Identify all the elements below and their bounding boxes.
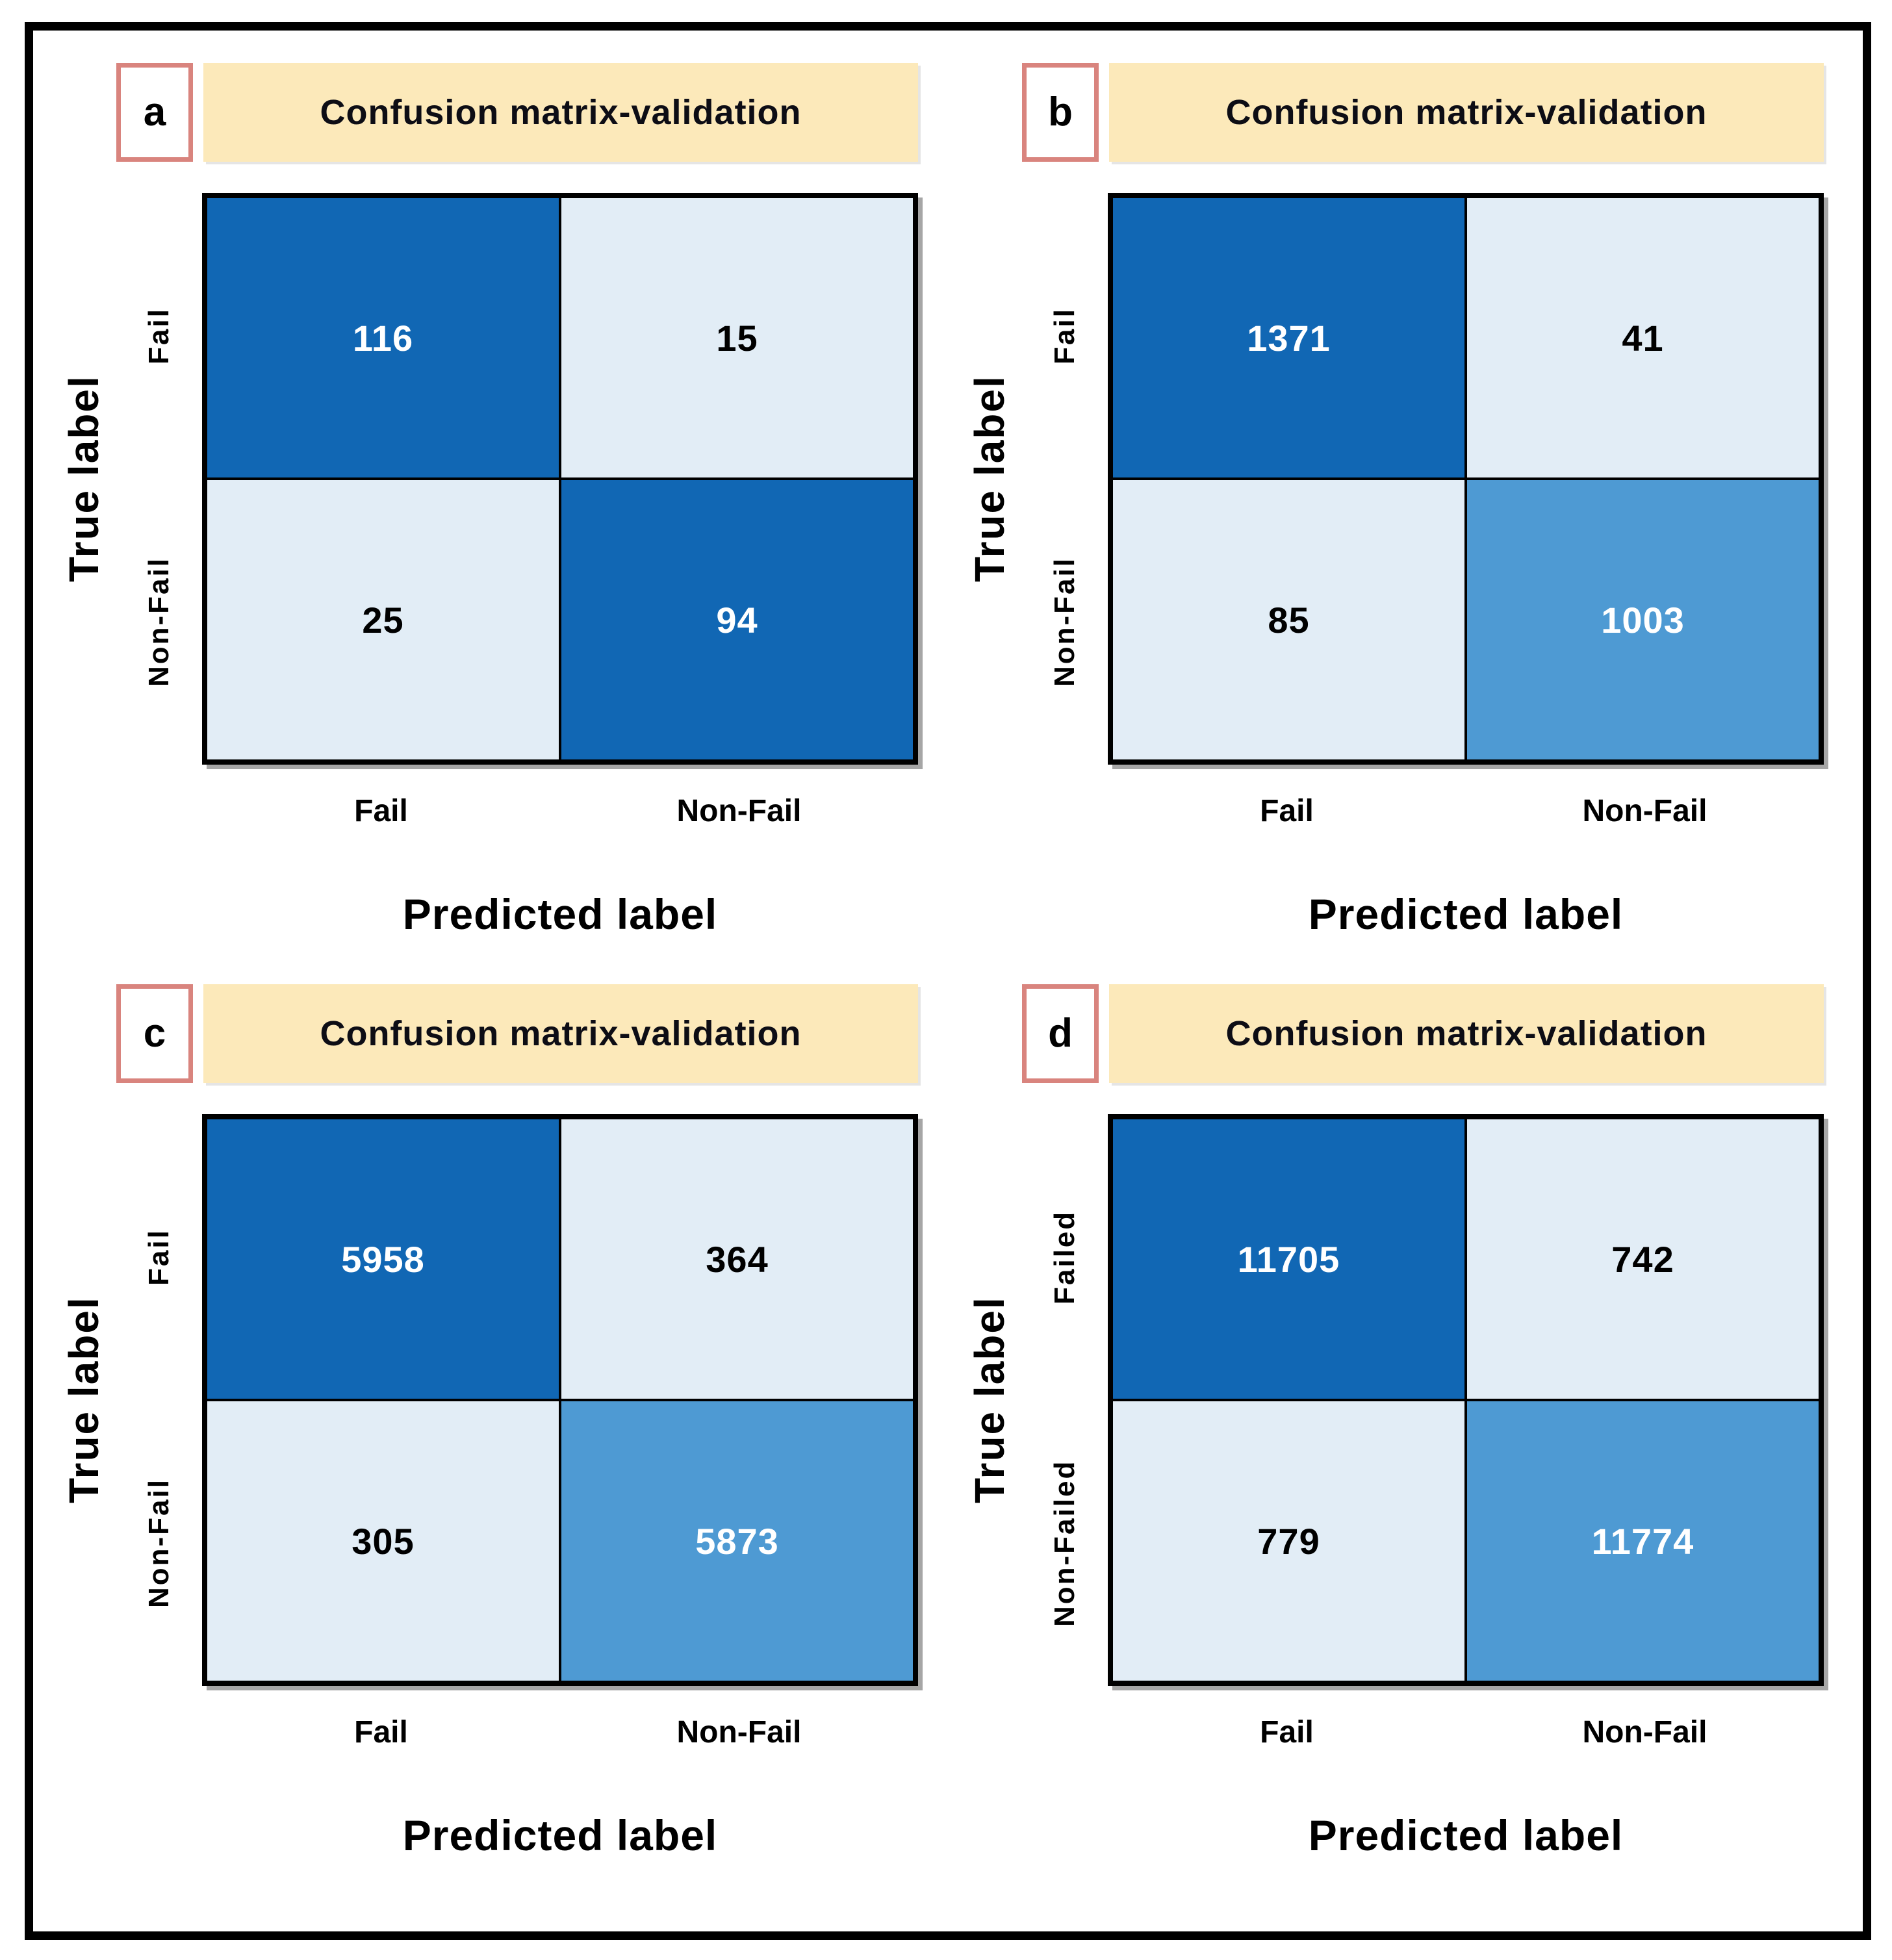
panel-letter-badge: b	[1022, 63, 1099, 162]
panel-letter: c	[143, 1011, 166, 1056]
panel-title: Confusion matrix-validation	[1109, 63, 1824, 162]
col-label-fail: Fail	[354, 793, 408, 828]
y-axis-title: True label	[60, 375, 107, 583]
cell-true-nonfail-pred-nonfail: 5873	[560, 1400, 914, 1682]
x-axis-title: Predicted label	[402, 889, 718, 938]
confusion-matrix: 5958 364 305 5873	[202, 1114, 918, 1686]
panel-letter: b	[1048, 90, 1073, 134]
col-label-non-fail: Non-Fail	[1582, 1714, 1707, 1750]
panel-letter-badge: a	[116, 63, 193, 162]
row-label-failed: Failed	[1049, 1210, 1080, 1305]
panel-title: Confusion matrix-validation	[1109, 984, 1824, 1083]
col-label-fail: Fail	[1260, 1714, 1314, 1750]
panel-letter: a	[143, 90, 166, 134]
cell-true-nonfail-pred-fail: 305	[206, 1400, 560, 1682]
cell-true-nonfail-pred-fail: 85	[1112, 479, 1466, 761]
cell-true-nonfailed-pred-fail: 779	[1112, 1400, 1466, 1682]
column-labels: Fail Non-Fail	[1108, 765, 1824, 848]
cell-true-nonfail-pred-fail: 25	[206, 479, 560, 761]
panel-b-header: b Confusion matrix-validation	[1022, 63, 1824, 162]
y-axis-title: True label	[966, 1296, 1013, 1504]
row-labels: Fail Non-Fail	[116, 193, 202, 765]
column-labels: Fail Non-Fail	[1108, 1686, 1824, 1769]
panel-title: Confusion matrix-validation	[203, 63, 918, 162]
cell-true-failed-pred-nonfail: 742	[1466, 1118, 1820, 1400]
panel-a: a Confusion matrix-validation True label…	[51, 63, 918, 968]
confusion-matrix: 11705 742 779 11774	[1108, 1114, 1824, 1686]
panel-d-header: d Confusion matrix-validation	[1022, 984, 1824, 1083]
cell-true-fail-pred-fail: 1371	[1112, 197, 1466, 479]
col-label-fail: Fail	[354, 1714, 408, 1750]
col-label-non-fail: Non-Fail	[676, 793, 802, 828]
col-label-non-fail: Non-Fail	[676, 1714, 802, 1750]
panel-title: Confusion matrix-validation	[203, 984, 918, 1083]
cell-true-fail-pred-fail: 116	[206, 197, 560, 479]
col-label-non-fail: Non-Fail	[1582, 793, 1707, 828]
row-labels: Fail Non-Fail	[116, 1114, 202, 1686]
panel-b: b Confusion matrix-validation True label…	[957, 63, 1824, 968]
x-axis-title: Predicted label	[1308, 889, 1624, 938]
panel-letter: d	[1048, 1011, 1073, 1056]
y-axis-title: True label	[60, 1296, 107, 1504]
cell-true-fail-pred-fail: 5958	[206, 1118, 560, 1400]
panel-a-header: a Confusion matrix-validation	[116, 63, 918, 162]
row-label-non-fail: Non-Fail	[143, 557, 175, 687]
x-axis-title: Predicted label	[1308, 1811, 1624, 1859]
row-label-non-failed: Non-Failed	[1049, 1459, 1080, 1627]
row-label-fail: Fail	[1049, 307, 1080, 364]
column-labels: Fail Non-Fail	[202, 765, 918, 848]
cell-true-nonfail-pred-nonfail: 94	[560, 479, 914, 761]
row-label-non-fail: Non-Fail	[1049, 557, 1080, 687]
y-axis-title: True label	[966, 375, 1013, 583]
col-label-fail: Fail	[1260, 793, 1314, 828]
panel-grid: a Confusion matrix-validation True label…	[33, 31, 1863, 1931]
panel-letter-badge: d	[1022, 984, 1099, 1083]
cell-true-fail-pred-nonfail: 41	[1466, 197, 1820, 479]
x-axis-title: Predicted label	[402, 1811, 718, 1859]
cell-true-nonfail-pred-nonfail: 1003	[1466, 479, 1820, 761]
row-label-non-fail: Non-Fail	[143, 1478, 175, 1608]
row-label-fail: Fail	[143, 1228, 175, 1286]
cell-true-failed-pred-fail: 11705	[1112, 1118, 1466, 1400]
panel-d: d Confusion matrix-validation True label…	[957, 984, 1824, 1889]
panel-c: c Confusion matrix-validation True label…	[51, 984, 918, 1889]
panel-letter-badge: c	[116, 984, 193, 1083]
confusion-matrix: 116 15 25 94	[202, 193, 918, 765]
row-label-fail: Fail	[143, 307, 175, 364]
confusion-matrix: 1371 41 85 1003	[1108, 193, 1824, 765]
figure-border: a Confusion matrix-validation True label…	[25, 22, 1871, 1940]
panel-c-header: c Confusion matrix-validation	[116, 984, 918, 1083]
row-labels: Failed Non-Failed	[1022, 1114, 1108, 1686]
cell-true-nonfailed-pred-nonfail: 11774	[1466, 1400, 1820, 1682]
cell-true-fail-pred-nonfail: 15	[560, 197, 914, 479]
cell-true-fail-pred-nonfail: 364	[560, 1118, 914, 1400]
column-labels: Fail Non-Fail	[202, 1686, 918, 1769]
row-labels: Fail Non-Fail	[1022, 193, 1108, 765]
